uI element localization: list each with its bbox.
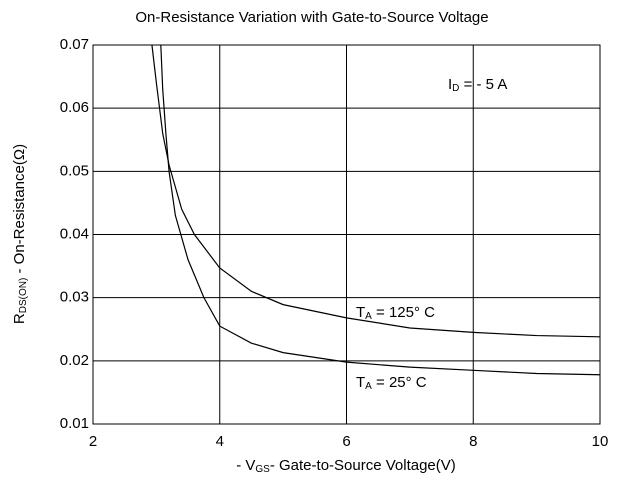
annotation-part: T: [356, 304, 365, 321]
y-tick-label: 0.07: [60, 36, 89, 53]
annotation-part: = 125° C: [372, 304, 435, 321]
annotation-part: = 25° C: [372, 374, 427, 391]
annotation: ID = - 5 A: [448, 76, 507, 94]
y-tick-label: 0.04: [60, 225, 89, 242]
label-subscript: DS(ON): [18, 278, 29, 314]
x-tick-label: 4: [216, 433, 224, 450]
label-subscript: GS: [255, 464, 270, 475]
annotation-part: I: [448, 76, 452, 93]
annotation-part: = - 5 A: [459, 76, 507, 93]
y-tick-label: 0.03: [60, 289, 89, 306]
annotation-part: T: [356, 374, 365, 391]
x-axis-label: - VGS- Gate-to-Source Voltage(V): [236, 457, 456, 475]
label-part: R: [11, 313, 28, 324]
x-tick-label: 8: [469, 433, 477, 450]
annotation-subscript: A: [365, 381, 372, 392]
y-tick-label: 0.05: [60, 162, 89, 179]
x-tick-label: 2: [89, 433, 97, 450]
label-part: - V: [236, 457, 255, 474]
y-tick-label: 0.02: [60, 352, 89, 369]
line-series: [151, 44, 601, 338]
label-part: - Gate-to-Source Voltage(V): [270, 457, 456, 474]
annotation-subscript: D: [452, 83, 459, 94]
annotation: TA = 125° C: [356, 304, 435, 322]
annotation-subscript: A: [365, 311, 372, 322]
annotation: TA = 25° C: [356, 374, 427, 392]
y-tick-label: 0.06: [60, 99, 89, 116]
x-tick-label: 6: [342, 433, 350, 450]
x-tick-label: 10: [592, 433, 609, 450]
y-axis-label: RDS(ON) - On-Resistance(Ω): [11, 144, 29, 324]
y-tick-label: 0.01: [60, 415, 89, 432]
line-series: [160, 44, 601, 376]
label-part: - On-Resistance(Ω): [11, 144, 28, 278]
chart-title: On-Resistance Variation with Gate-to-Sou…: [135, 9, 488, 26]
